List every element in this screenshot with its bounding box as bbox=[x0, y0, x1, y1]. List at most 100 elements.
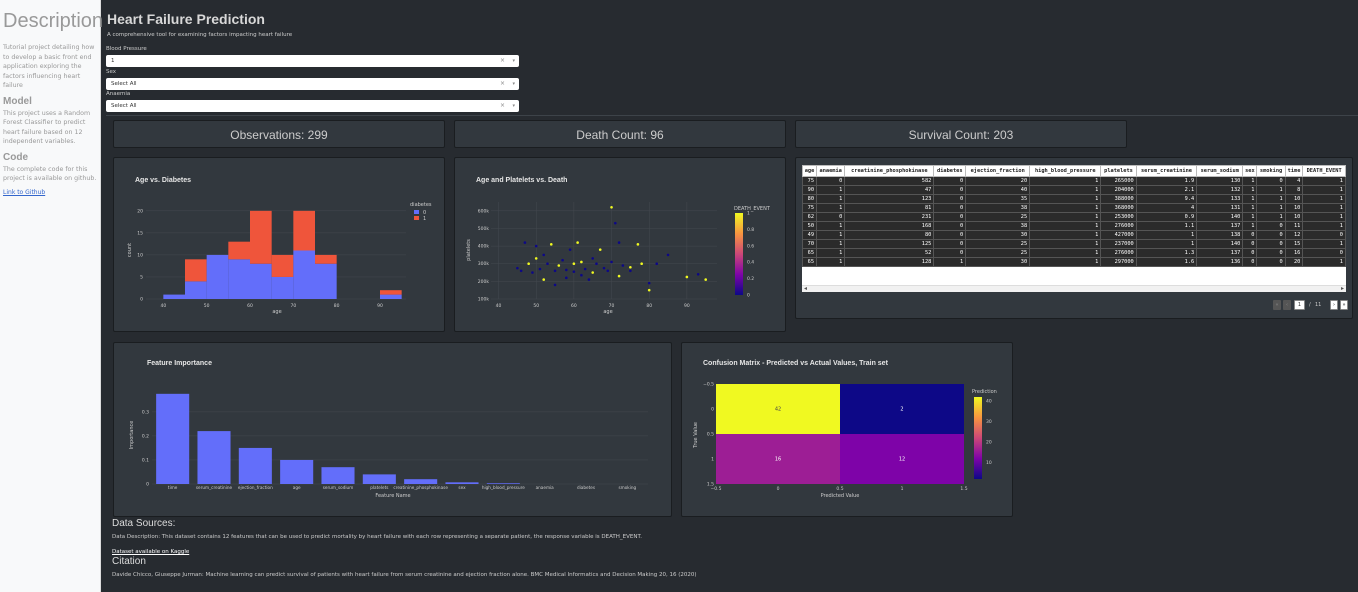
next-page-button[interactable]: › bbox=[1330, 300, 1338, 310]
histogram-bar bbox=[271, 254, 294, 277]
column-header[interactable]: DEATH_EVENT bbox=[1302, 165, 1346, 177]
table-cell: 0 bbox=[933, 221, 967, 231]
platelets-card: Age and Platelets vs. Death platelets ag… bbox=[454, 157, 786, 332]
last-page-button[interactable]: » bbox=[1340, 300, 1348, 310]
clear-icon[interactable]: × bbox=[499, 57, 505, 64]
legend-label-0: 0 bbox=[423, 210, 426, 216]
table-cell: 0 bbox=[1302, 230, 1346, 240]
x-tick-label: 50 bbox=[204, 303, 210, 309]
table-cell: 0 bbox=[933, 194, 967, 204]
histogram-bar bbox=[293, 210, 315, 251]
colorbar-title: DEATH_EVENT bbox=[734, 206, 771, 212]
scatter-point bbox=[549, 243, 553, 246]
y-tick-label: 100k bbox=[478, 297, 490, 303]
table-cell: 582 bbox=[844, 176, 935, 186]
histogram-bar bbox=[185, 259, 207, 282]
y-tick-label: −0.5 bbox=[703, 382, 714, 388]
main-content: Heart Failure Prediction A comprehensive… bbox=[106, 0, 1358, 592]
x-tick-label: sex bbox=[458, 485, 466, 490]
sidebar-title: Description bbox=[3, 10, 104, 32]
colorbar-tick-label: 30 bbox=[986, 419, 992, 425]
histogram-bar bbox=[185, 281, 207, 299]
blood-pressure-select[interactable]: 1 × ▾ bbox=[106, 55, 519, 67]
scatter-point bbox=[666, 253, 670, 257]
table-cell: 276000 bbox=[1100, 248, 1137, 258]
github-link[interactable]: Link to Github bbox=[3, 188, 46, 196]
scatter-point bbox=[568, 248, 572, 251]
column-header[interactable]: high_blood_pressure bbox=[1029, 165, 1102, 177]
model-text: This project uses a Random Forest Classi… bbox=[3, 109, 91, 146]
divider bbox=[106, 115, 1358, 116]
scatter-point bbox=[534, 244, 538, 248]
y-axis-label: True Value bbox=[693, 422, 699, 449]
x-tick-label: 40 bbox=[160, 303, 166, 309]
x-tick-label: serum_creatinine bbox=[196, 485, 233, 490]
column-header[interactable]: creatinine_phosphokinase bbox=[844, 165, 935, 177]
table-row: 90 1 47 0 40 1 204000 2.1 132 1 1 8 1 bbox=[802, 185, 1346, 195]
x-tick-label: time bbox=[168, 485, 178, 490]
histogram-bar bbox=[250, 263, 272, 299]
cell-value: 42 bbox=[775, 407, 781, 413]
table-row: 75 1 81 0 38 1 368000 4 131 1 1 10 1 bbox=[802, 203, 1346, 213]
column-header[interactable]: time bbox=[1284, 165, 1304, 177]
scatter-point bbox=[553, 269, 557, 273]
survival-count: Survival Count: 203 bbox=[908, 128, 1014, 142]
scroll-right-icon[interactable]: ▸ bbox=[1340, 285, 1344, 292]
column-header[interactable]: ejection_fraction bbox=[965, 165, 1031, 177]
table-cell: 1.6 bbox=[1135, 257, 1198, 267]
x-tick-label: −0.5 bbox=[711, 486, 722, 492]
colorbar bbox=[974, 397, 982, 479]
table-cell: 10 bbox=[1284, 203, 1304, 213]
column-header[interactable]: smoking bbox=[1256, 165, 1286, 177]
horizontal-scrollbar[interactable]: ◂ ▸ bbox=[802, 285, 1346, 292]
column-header[interactable]: age bbox=[802, 165, 818, 177]
table-cell: 0.9 bbox=[1135, 212, 1198, 222]
data-table: age anaemia creatinine_phosphokinase diabet… bbox=[802, 165, 1346, 292]
chevron-down-icon[interactable]: ▾ bbox=[512, 58, 515, 64]
scroll-left-icon[interactable]: ◂ bbox=[804, 285, 808, 292]
column-header[interactable]: serum_creatinine bbox=[1135, 165, 1198, 177]
sex-select[interactable]: Select All × ▾ bbox=[106, 78, 519, 90]
y-tick-label: 0 bbox=[711, 407, 714, 413]
chevron-down-icon[interactable]: ▾ bbox=[512, 103, 515, 109]
table-cell: 1 bbox=[1242, 176, 1258, 186]
table-cell: 1 bbox=[1242, 185, 1258, 195]
importance-bar bbox=[445, 482, 479, 484]
scatter-point bbox=[617, 241, 621, 244]
page-input[interactable]: 1 bbox=[1294, 300, 1305, 310]
table-cell: 0 bbox=[1242, 257, 1258, 267]
y-tick-label: 600k bbox=[478, 208, 490, 214]
scatter-point bbox=[565, 268, 568, 272]
prev-page-button[interactable]: ‹ bbox=[1283, 300, 1291, 310]
histogram-bar bbox=[250, 210, 272, 264]
scatter-point bbox=[704, 278, 707, 281]
y-axis-label: Importance bbox=[129, 421, 135, 450]
chevron-down-icon[interactable]: ▾ bbox=[512, 81, 515, 87]
anaemia-select[interactable]: Select All × ▾ bbox=[106, 100, 519, 112]
table-cell: 40 bbox=[965, 185, 1031, 195]
table-cell: 0 bbox=[933, 230, 967, 240]
x-tick-label: high_blood_pressure bbox=[482, 485, 525, 490]
column-header[interactable]: platelets bbox=[1100, 165, 1137, 177]
filter-label-blood-pressure: Blood Pressure bbox=[106, 46, 147, 52]
platelets-chart: platelets age DEATH_EVENT 100k 200k 300k 40… bbox=[466, 202, 771, 315]
clear-icon[interactable]: × bbox=[499, 102, 505, 109]
column-header[interactable]: anaemia bbox=[816, 165, 846, 177]
clear-icon[interactable]: × bbox=[499, 80, 505, 87]
importance-bar bbox=[362, 474, 396, 484]
column-header[interactable]: diabetes bbox=[933, 165, 967, 177]
column-header[interactable]: serum_sodium bbox=[1196, 165, 1244, 177]
column-header[interactable]: sex bbox=[1242, 165, 1258, 177]
table-cell: 1 bbox=[1302, 212, 1346, 222]
confusion-matrix-chart: True Value Predicted Value Prediction 42… bbox=[693, 382, 997, 500]
table-cell: 0 bbox=[933, 203, 967, 213]
scatter-point bbox=[640, 262, 643, 266]
table-row: 50 1 168 0 38 1 276000 1.1 137 1 0 11 1 bbox=[802, 221, 1346, 231]
table-cell: 1 bbox=[1029, 203, 1102, 213]
scatter-point bbox=[606, 269, 610, 273]
histogram-bar bbox=[228, 241, 250, 260]
kaggle-link[interactable]: Dataset available on Kaggle bbox=[112, 549, 190, 555]
x-tick-label: 90 bbox=[377, 303, 383, 309]
table-cell: 0 bbox=[816, 176, 846, 186]
first-page-button[interactable]: « bbox=[1273, 300, 1281, 310]
